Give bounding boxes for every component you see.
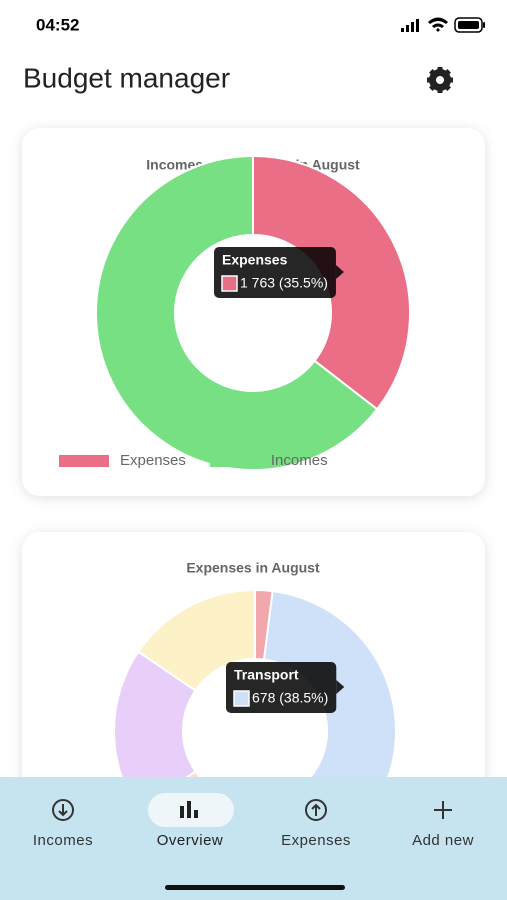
- nav-label[interactable]: Incomes: [33, 832, 93, 849]
- status-icons: [401, 17, 485, 33]
- overview-icon: [180, 801, 198, 818]
- incomes-icon: [52, 799, 74, 821]
- tooltip-title: Transport: [234, 667, 299, 683]
- tooltip-box: [226, 662, 337, 713]
- tooltip-swatch: [233, 690, 250, 707]
- settings-button[interactable]: [427, 67, 453, 93]
- app-title: Budget manager: [23, 62, 230, 93]
- tooltip-text: 678 (38.5%): [252, 690, 328, 706]
- donut-slice: [113, 650, 197, 812]
- tooltip-title: Expenses: [222, 252, 288, 268]
- tooltip-swatch: [221, 275, 238, 292]
- chart-title: Expenses in August: [186, 560, 320, 576]
- legend-swatch: [209, 455, 260, 467]
- donut-slice: [136, 588, 256, 692]
- tooltip-box: [214, 247, 336, 298]
- tooltip: Transport 678 (38.5%): [226, 662, 345, 713]
- nav-label[interactable]: Overview: [157, 832, 224, 849]
- nav-label[interactable]: Add new: [412, 832, 474, 849]
- add-icon: [434, 801, 452, 819]
- tooltip-arrow: [335, 265, 344, 279]
- legend-label: Expenses: [120, 452, 186, 469]
- tooltip: Expenses 1 763 (35.5%): [214, 247, 344, 298]
- bottom-nav: Incomes Overview Expenses Add new: [0, 777, 507, 900]
- legend-label: Incomes: [271, 452, 328, 469]
- home-indicator: [165, 885, 345, 890]
- expenses-icon: [305, 799, 327, 821]
- tooltip-arrow: [336, 680, 345, 694]
- status-time: 04:52: [36, 15, 79, 34]
- nav-label[interactable]: Expenses: [281, 832, 351, 849]
- tooltip-text: 1 763 (35.5%): [240, 275, 328, 291]
- legend-swatch: [59, 455, 109, 467]
